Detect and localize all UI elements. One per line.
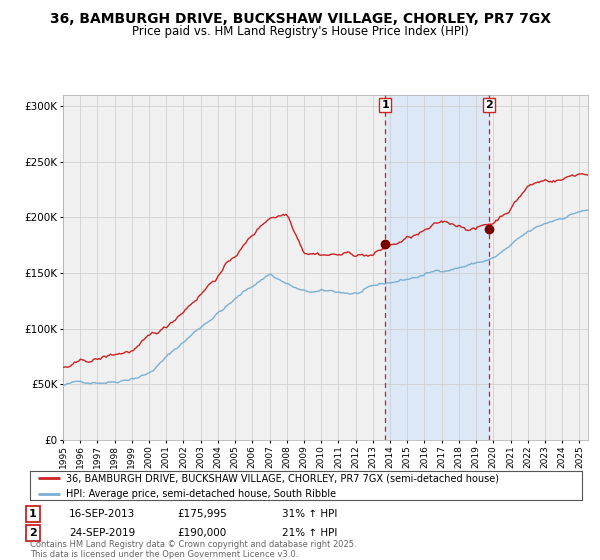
Text: 36, BAMBURGH DRIVE, BUCKSHAW VILLAGE, CHORLEY, PR7 7GX (semi-detached house): 36, BAMBURGH DRIVE, BUCKSHAW VILLAGE, CH… xyxy=(66,473,499,483)
Text: 31% ↑ HPI: 31% ↑ HPI xyxy=(282,509,337,519)
Text: £190,000: £190,000 xyxy=(177,528,226,538)
Text: 21% ↑ HPI: 21% ↑ HPI xyxy=(282,528,337,538)
Text: 1: 1 xyxy=(29,509,37,519)
Text: 36, BAMBURGH DRIVE, BUCKSHAW VILLAGE, CHORLEY, PR7 7GX: 36, BAMBURGH DRIVE, BUCKSHAW VILLAGE, CH… xyxy=(49,12,551,26)
Bar xyxy=(385,95,488,440)
Text: 24-SEP-2019: 24-SEP-2019 xyxy=(69,528,135,538)
Text: Price paid vs. HM Land Registry's House Price Index (HPI): Price paid vs. HM Land Registry's House … xyxy=(131,25,469,38)
Text: 16-SEP-2013: 16-SEP-2013 xyxy=(69,509,135,519)
Text: Contains HM Land Registry data © Crown copyright and database right 2025.
This d: Contains HM Land Registry data © Crown c… xyxy=(30,540,356,559)
Text: 2: 2 xyxy=(485,100,493,110)
Text: HPI: Average price, semi-detached house, South Ribble: HPI: Average price, semi-detached house,… xyxy=(66,489,336,498)
Text: 2: 2 xyxy=(29,528,37,538)
Text: £175,995: £175,995 xyxy=(177,509,227,519)
Text: 1: 1 xyxy=(382,100,389,110)
